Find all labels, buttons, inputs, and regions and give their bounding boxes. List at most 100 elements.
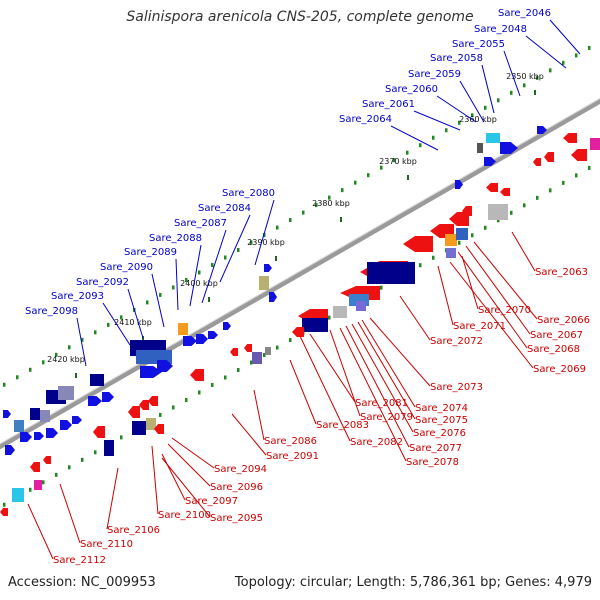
forward-gene-label: Sare_2058 <box>430 53 483 64</box>
track-dot-bottom <box>68 465 71 470</box>
tick-label: 2350 kbp <box>506 72 544 81</box>
reverse-gene-label: Sare_2095 <box>210 513 263 524</box>
gene-block <box>477 143 483 153</box>
forward-label-leader <box>436 95 477 123</box>
track-dot-top <box>107 322 110 327</box>
forward-label-leader <box>390 125 439 151</box>
tick-mark <box>208 297 210 302</box>
gene-block <box>34 480 42 490</box>
track-dot-top <box>159 292 162 297</box>
reverse-gene-label: Sare_2106 <box>107 525 160 536</box>
reverse-gene-arrow <box>0 508 8 516</box>
forward-label-leader <box>459 80 485 123</box>
track-dot-top <box>510 90 513 95</box>
reverse-gene-arrow <box>571 149 587 161</box>
forward-label-leader <box>549 19 581 55</box>
track-dot-top <box>445 128 448 133</box>
reverse-gene-label: Sare_2081 <box>355 398 408 409</box>
reverse-gene-label: Sare_2071 <box>453 321 506 332</box>
reverse-label-leader <box>231 413 267 456</box>
track-dot-bottom <box>419 263 422 268</box>
track-dot-bottom <box>3 502 6 507</box>
gene-features <box>0 126 600 516</box>
tick-label: 2370 kbp <box>379 157 417 166</box>
track-dot-bottom <box>120 435 123 440</box>
reverse-label-leader <box>59 483 81 544</box>
track-dot-top <box>16 375 19 380</box>
reverse-gene-arrow <box>403 236 433 252</box>
track-dot-bottom <box>81 457 84 462</box>
forward-gene-label: Sare_2092 <box>76 277 129 288</box>
reverse-gene-arrow <box>563 133 577 143</box>
reverse-gene-arrow <box>30 462 40 472</box>
forward-gene-label: Sare_2048 <box>474 24 527 35</box>
reverse-gene-label: Sare_2091 <box>266 451 319 462</box>
reverse-gene-label: Sare_2100 <box>158 510 211 521</box>
gene-block <box>356 301 366 311</box>
track-dot-bottom <box>380 285 383 290</box>
reverse-gene-label: Sare_2066 <box>537 315 590 326</box>
track-dot-top <box>536 75 539 80</box>
reverse-label-leader <box>369 317 431 387</box>
reverse-label-leader <box>171 437 215 469</box>
reverse-label-leader <box>167 443 211 487</box>
track-dot-top <box>419 143 422 148</box>
forward-gene-arrow <box>264 264 272 272</box>
genome-backbone-highlight <box>0 98 600 445</box>
track-dot-bottom <box>185 397 188 402</box>
map-title: Salinispora arenicola CNS-205, complete … <box>126 9 474 25</box>
reverse-gene-label: Sare_2096 <box>210 482 263 493</box>
tick-label: 2360 kbp <box>459 115 497 124</box>
forward-gene-arrow <box>484 157 496 166</box>
track-dot-bottom <box>536 195 539 200</box>
gene-block <box>90 374 104 386</box>
reverse-label-leader <box>457 251 528 349</box>
gene-block <box>456 228 468 240</box>
reverse-gene-arrow <box>154 424 164 434</box>
reverse-gene-arrow <box>500 188 510 196</box>
track-dot-top <box>562 60 565 65</box>
track-dot-bottom <box>237 368 240 373</box>
track-dot-bottom <box>562 180 565 185</box>
reverse-gene-arrow <box>533 158 541 166</box>
gene-block <box>446 248 456 258</box>
reverse-label-leader <box>361 319 416 408</box>
reverse-gene-label: Sare_2077 <box>409 443 462 454</box>
forward-gene-label: Sare_2060 <box>385 84 438 95</box>
reverse-gene-label: Sare_2076 <box>413 428 466 439</box>
reverse-label-leader <box>437 265 454 326</box>
gene-block <box>590 138 600 150</box>
reverse-label-leader <box>399 295 431 341</box>
forward-gene-arrow <box>20 432 32 442</box>
track-dot-top <box>432 135 435 140</box>
track-dot-bottom <box>328 315 331 320</box>
tick-mark <box>275 256 277 261</box>
reverse-label-leader <box>449 261 534 369</box>
track-dot-bottom <box>29 487 32 492</box>
track-dot-top <box>380 165 383 170</box>
forward-label-leader <box>189 244 202 307</box>
tick-label: 2380 kbp <box>312 199 350 208</box>
reverse-gene-arrow <box>449 212 469 226</box>
forward-gene-arrow <box>196 334 208 344</box>
reverse-gene-label: Sare_2075 <box>415 415 468 426</box>
gene-block <box>12 488 24 502</box>
gene-block <box>367 262 415 284</box>
reverse-gene-label: Sare_2094 <box>214 464 267 475</box>
reverse-label-leader <box>161 457 211 518</box>
forward-gene-arrow <box>140 366 162 378</box>
track-dot-bottom <box>94 450 97 455</box>
tick-marks: 2350 kbp 2360 kbp 2370 kbp 2380 kbp 2390 kbp… <box>47 72 544 378</box>
reverse-gene-label: Sare_2086 <box>264 436 317 447</box>
forward-gene-arrow <box>102 392 114 402</box>
reverse-gene-label: Sare_2067 <box>530 330 583 341</box>
forward-gene-arrow <box>46 428 58 438</box>
forward-gene-label: Sare_2088 <box>149 233 202 244</box>
gene-labels: Sare_2046 Sare_2048 Sare_2055 Sare_2058 Sare… <box>25 8 590 566</box>
track-dot-top <box>588 45 591 50</box>
track-dot-top <box>68 345 71 350</box>
track-dot-top <box>29 367 32 372</box>
reverse-gene-label: Sare_2063 <box>535 267 588 278</box>
reverse-gene-label: Sare_2112 <box>53 555 106 566</box>
